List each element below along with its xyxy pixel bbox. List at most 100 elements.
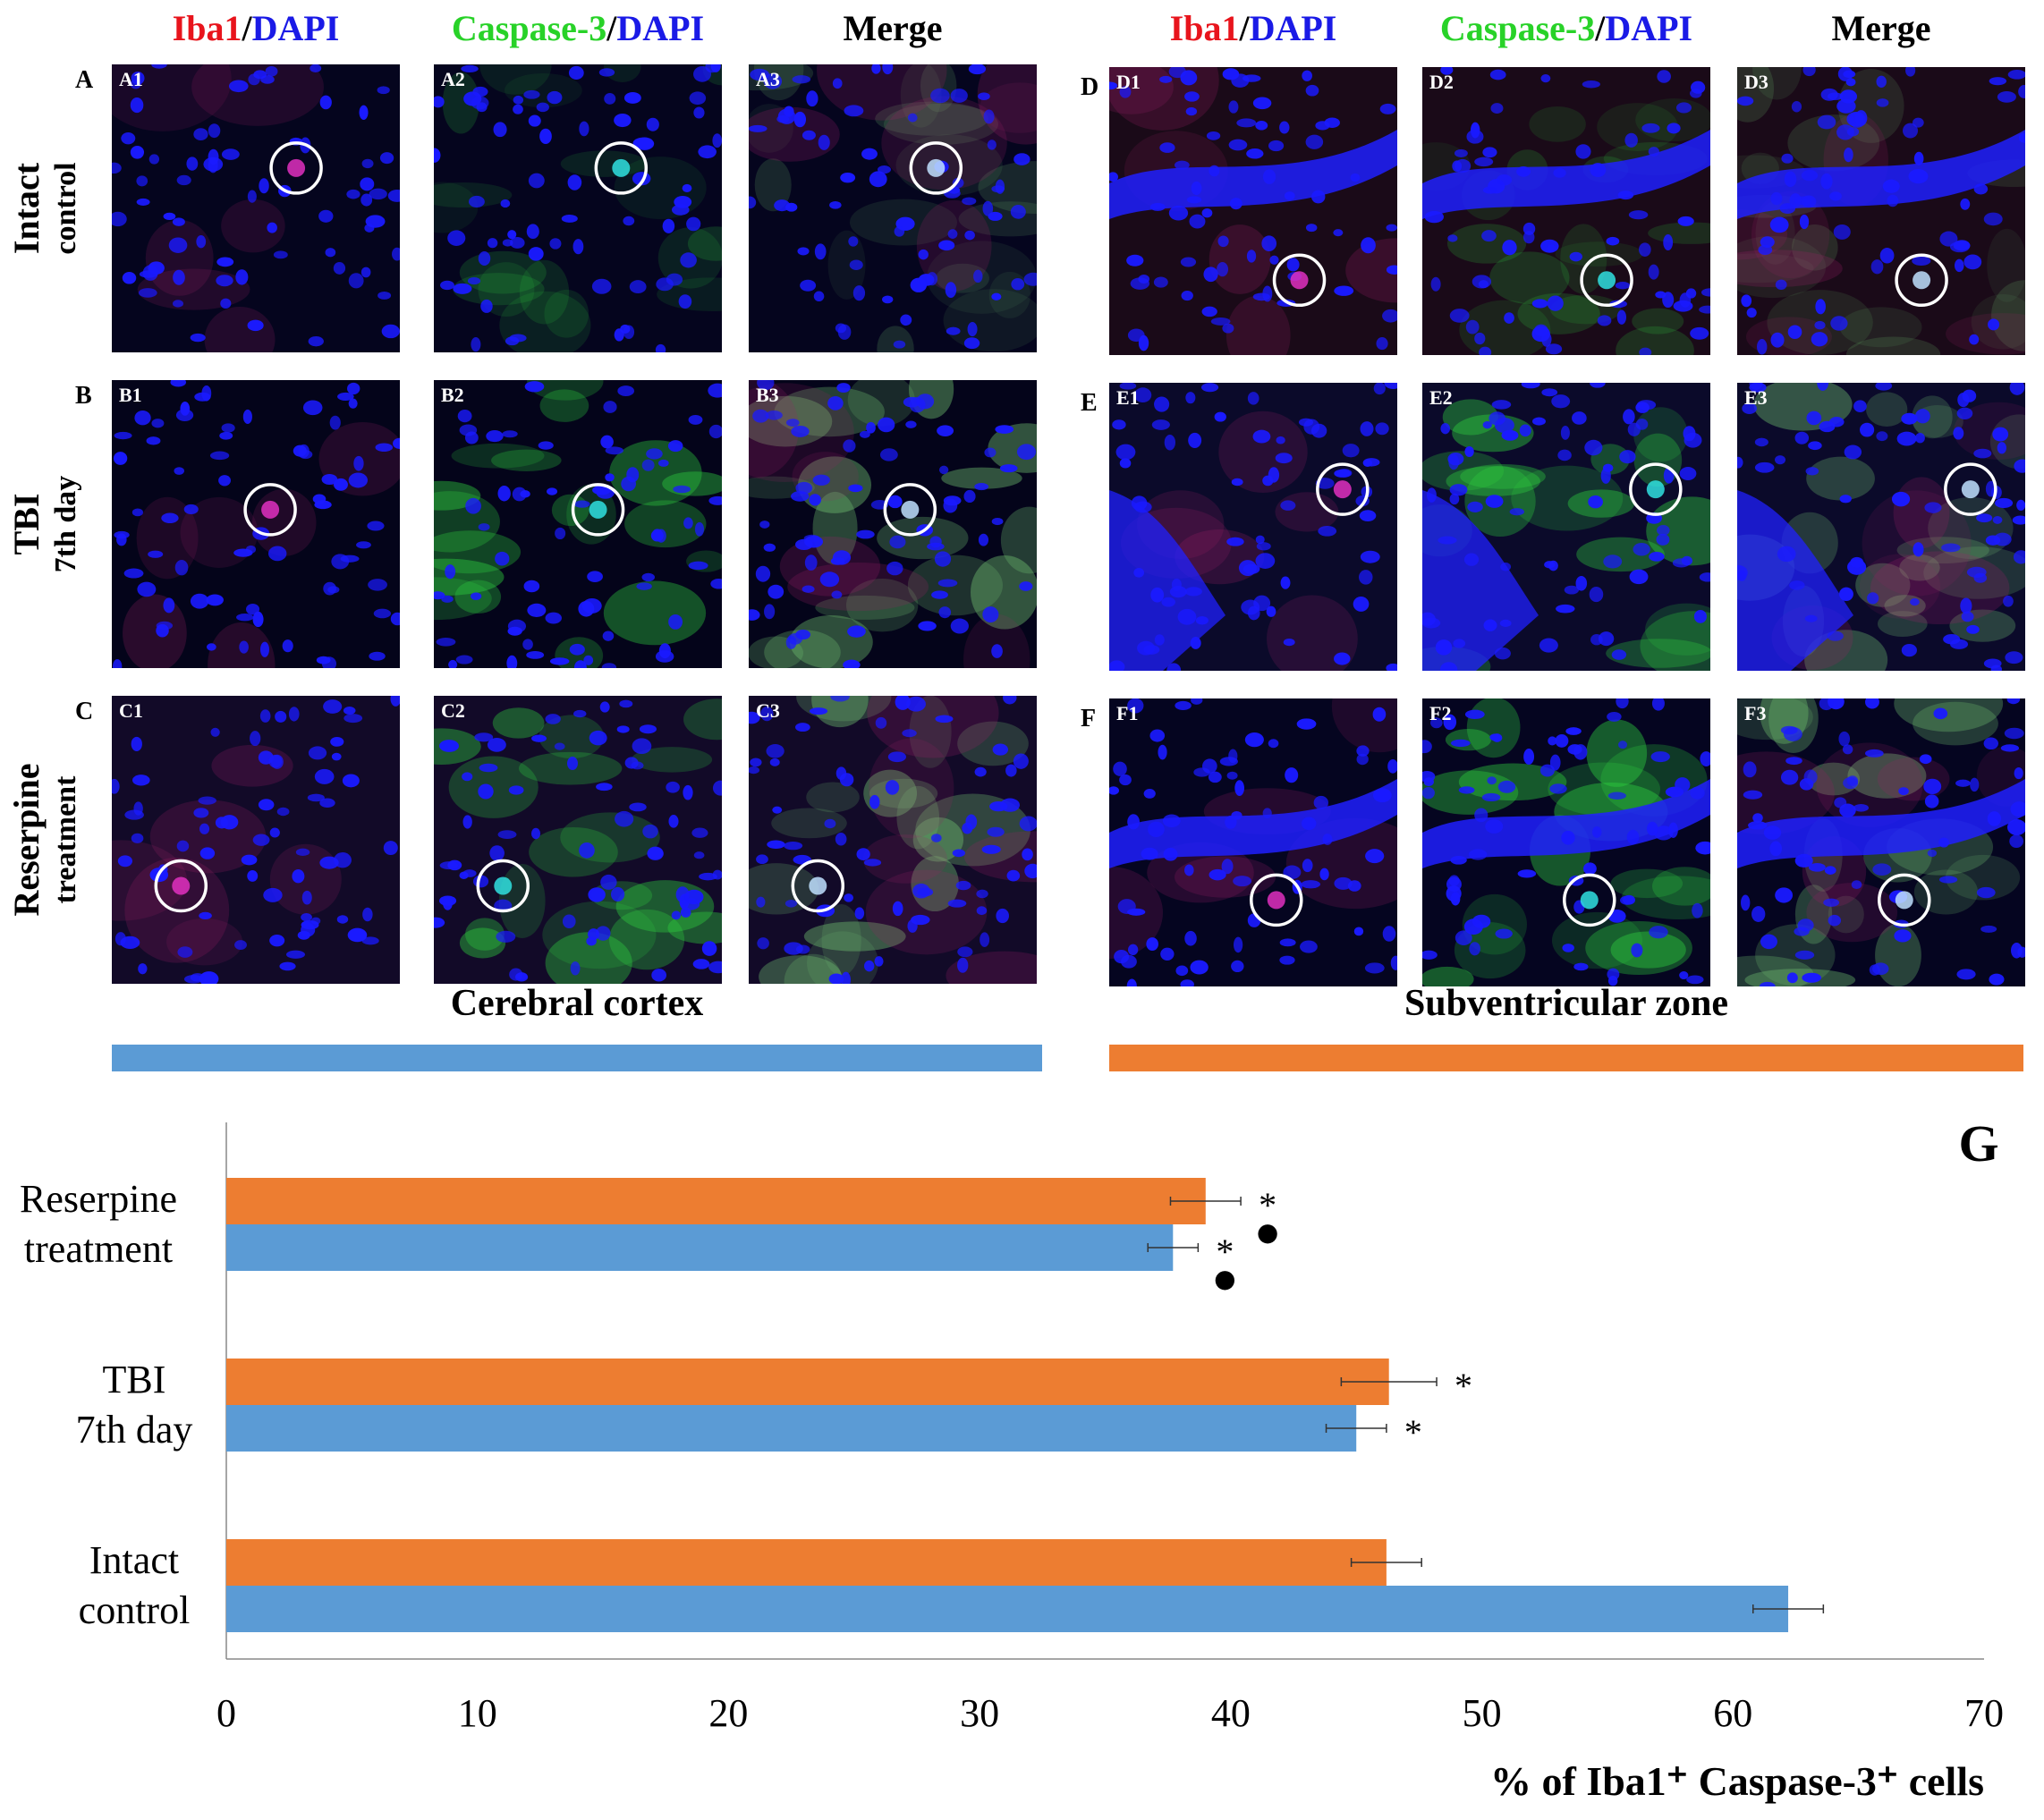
micrograph-c2: C2 bbox=[434, 696, 722, 984]
column-header-svz-1: Iba1/DAPI bbox=[1110, 7, 1396, 49]
column-header-counterstain: DAPI bbox=[1605, 8, 1693, 48]
cortex-region-label: Cerebral cortex bbox=[450, 983, 704, 1024]
panel-label: E3 bbox=[1744, 386, 1768, 409]
highlight-circle bbox=[594, 141, 649, 195]
highlight-circle bbox=[269, 141, 323, 195]
micrograph-e3: E3 bbox=[1737, 383, 2025, 671]
highlight-circle bbox=[1316, 462, 1370, 516]
panel-label: C3 bbox=[756, 699, 780, 722]
bar-cortex bbox=[226, 1405, 1357, 1452]
panel-label: E1 bbox=[1116, 386, 1140, 409]
highlight-circle bbox=[909, 141, 963, 195]
x-tick-label: 40 bbox=[1211, 1691, 1251, 1735]
micrograph-image bbox=[749, 64, 1037, 352]
highlight-circle bbox=[1580, 253, 1633, 308]
x-tick-label: 30 bbox=[960, 1691, 999, 1735]
column-header-stain: Iba1 bbox=[172, 8, 242, 48]
panel-label: E2 bbox=[1429, 386, 1453, 409]
highlight-circle bbox=[1629, 462, 1683, 516]
panel-label: B2 bbox=[441, 384, 464, 406]
bar-cortex bbox=[226, 1224, 1174, 1271]
highlight-circle bbox=[1895, 253, 1948, 308]
highlight-circle bbox=[1944, 462, 1997, 516]
micrograph-image bbox=[749, 696, 1037, 984]
x-tick-label: 70 bbox=[1964, 1691, 2004, 1735]
bar-chart-g: Intact control * * TBI 7th day * ● * ● Reserpine tr… bbox=[0, 1109, 2044, 1820]
micrograph-d1: D1 bbox=[1109, 67, 1397, 355]
micrograph-f2: F2 bbox=[1422, 698, 1710, 986]
column-header-stain: Caspase-3 bbox=[1439, 8, 1596, 48]
chart-panel-letter: G bbox=[1958, 1114, 1998, 1172]
column-header-separator: / bbox=[1595, 8, 1606, 48]
micrograph-image bbox=[112, 64, 400, 352]
panel-label: A3 bbox=[756, 68, 780, 90]
micrograph-f3: F3 bbox=[1737, 698, 2025, 986]
row-letter-cortex: B bbox=[75, 382, 92, 410]
panel-label: F3 bbox=[1744, 702, 1767, 724]
column-header-svz-2: Caspase-3/DAPI bbox=[1423, 7, 1709, 49]
micrograph-image bbox=[749, 380, 1037, 668]
highlight-circle bbox=[243, 483, 297, 537]
row-label: Intact control bbox=[6, 74, 86, 343]
significance-star: * bbox=[1259, 1185, 1276, 1225]
column-header-counterstain: DAPI bbox=[616, 8, 705, 48]
column-header-cortex-1: Iba1/DAPI bbox=[113, 7, 399, 49]
micrograph-image bbox=[1109, 698, 1397, 986]
column-header-cortex-3: Merge bbox=[750, 7, 1036, 49]
row-label-sub: control bbox=[49, 162, 82, 255]
column-header-separator: / bbox=[242, 8, 252, 48]
x-tick-label: 20 bbox=[708, 1691, 748, 1735]
significance-star: * bbox=[1404, 1412, 1422, 1452]
micrograph-image bbox=[434, 64, 722, 352]
column-header-stain: Caspase-3 bbox=[451, 8, 607, 48]
micrograph-image bbox=[1109, 67, 1397, 355]
micrograph-f1: F1 bbox=[1109, 698, 1397, 986]
column-header-counterstain: DAPI bbox=[1249, 8, 1337, 48]
highlight-circle bbox=[1563, 873, 1616, 927]
micrograph-image bbox=[1737, 383, 2025, 671]
x-tick-label: 60 bbox=[1713, 1691, 1752, 1735]
panel-label: C1 bbox=[119, 699, 143, 722]
micrograph-d3: D3 bbox=[1737, 67, 2025, 355]
x-axis-label: % of Iba1⁺ Caspase-3⁺ cells bbox=[1490, 1758, 1984, 1804]
micrograph-d2: D2 bbox=[1422, 67, 1710, 355]
category-label-line2: 7th day bbox=[76, 1408, 193, 1452]
svz-color-band bbox=[1109, 1045, 2023, 1071]
micrograph-image bbox=[1422, 383, 1710, 671]
micrograph-a2: A2 bbox=[434, 64, 722, 352]
column-header-separator: / bbox=[606, 8, 617, 48]
bar-svz bbox=[226, 1539, 1387, 1586]
highlight-circle bbox=[1272, 253, 1327, 308]
cortex-color-band bbox=[112, 1045, 1042, 1071]
highlight-circle bbox=[791, 859, 845, 913]
highlight-circle bbox=[154, 859, 208, 913]
highlight-circle bbox=[571, 483, 625, 537]
column-header-svz-3: Merge bbox=[1738, 7, 2024, 49]
micrograph-e1: E1 bbox=[1109, 383, 1397, 671]
significance-dot: ● bbox=[1214, 1264, 1235, 1293]
column-header-cortex-2: Caspase-3/DAPI bbox=[435, 7, 721, 49]
highlight-circle bbox=[883, 483, 937, 537]
highlight-circle bbox=[1250, 873, 1303, 927]
bar-svz bbox=[226, 1359, 1389, 1405]
column-header-stain: Iba1 bbox=[1169, 8, 1240, 48]
significance-star: * bbox=[1455, 1366, 1472, 1406]
category-label-line2: control bbox=[79, 1588, 191, 1632]
row-letter-cortex: C bbox=[75, 698, 94, 725]
significance-star: * bbox=[1216, 1232, 1234, 1272]
column-header-separator: / bbox=[1239, 8, 1250, 48]
micrograph-image bbox=[112, 380, 400, 668]
micrograph-b1: B1 bbox=[112, 380, 400, 668]
panel-label: F2 bbox=[1429, 702, 1452, 724]
x-tick-label: 10 bbox=[458, 1691, 497, 1735]
significance-dot: ● bbox=[1257, 1217, 1278, 1247]
panel-label: A1 bbox=[119, 68, 143, 90]
category-label-line1: Reserpine bbox=[20, 1177, 177, 1221]
row-label: Reserpine treatment bbox=[6, 706, 86, 974]
row-letter-cortex: A bbox=[75, 66, 94, 94]
panel-label: B1 bbox=[119, 384, 142, 406]
panel-label: B3 bbox=[756, 384, 779, 406]
row-label-main: Reserpine bbox=[6, 763, 47, 917]
micrograph-a3: A3 bbox=[749, 64, 1037, 352]
panel-label: C2 bbox=[441, 699, 465, 722]
